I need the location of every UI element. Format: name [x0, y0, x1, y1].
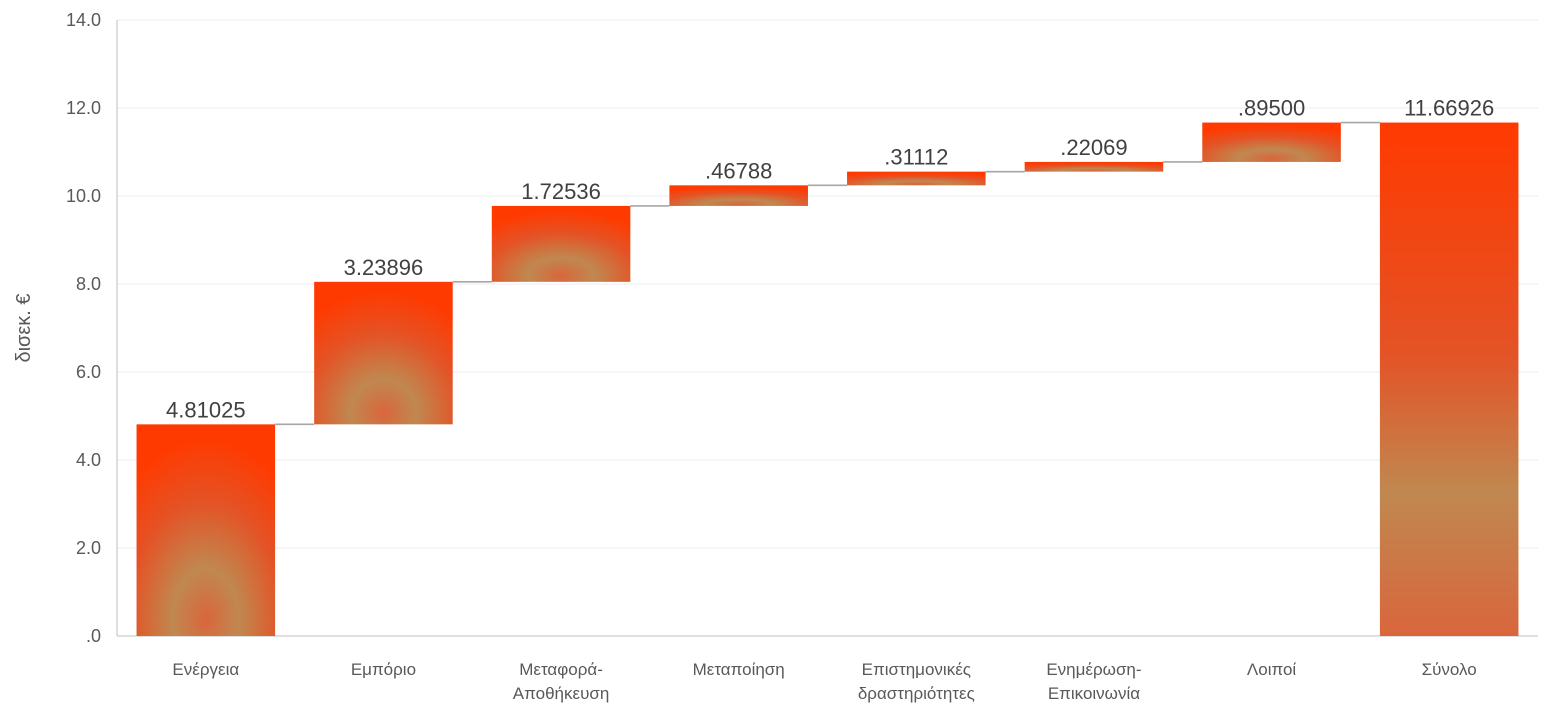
- waterfall-bar: [1202, 122, 1341, 162]
- x-category-label: Ενέργεια: [172, 660, 239, 679]
- y-tick-labels: .0 2.0 4.0 6.0 8.0 10.0 12.0 14.0: [66, 10, 101, 646]
- x-category-label: Επικοινωνία: [1048, 684, 1140, 703]
- data-label: .89500: [1238, 96, 1305, 121]
- data-label: .46788: [705, 158, 772, 183]
- x-category-labels: Ενέργεια Εμπόριο Μεταφορά- Αποθήκευση Μεταπο…: [172, 660, 1476, 703]
- y-tick-label: 14.0: [66, 10, 101, 30]
- bars: [136, 122, 1519, 637]
- x-category-label: Αποθήκευση: [513, 684, 610, 703]
- x-category-label: Μεταποίηση: [693, 660, 785, 679]
- x-category-label: Μεταφορά-: [519, 660, 603, 679]
- axes: [116, 20, 1538, 637]
- data-label: .22069: [1060, 135, 1127, 160]
- x-category-label: Σύνολο: [1422, 660, 1477, 679]
- total-bar: [1379, 122, 1519, 637]
- connectors: [275, 121, 1380, 426]
- waterfall-bar: [491, 205, 631, 282]
- waterfall-bar: [1024, 161, 1164, 172]
- y-axis-title: δισεκ. €: [13, 293, 35, 362]
- y-tick-label: 2.0: [76, 538, 101, 558]
- waterfall-bar: [314, 281, 453, 425]
- waterfall-bar: [136, 424, 276, 636]
- y-tick-label: .0: [86, 626, 101, 646]
- waterfall-bar: [669, 185, 808, 206]
- y-tick-label: 8.0: [76, 274, 101, 294]
- data-label: 11.66926: [1404, 96, 1494, 121]
- y-tick-label: 10.0: [66, 186, 101, 206]
- y-tick-label: 12.0: [66, 98, 101, 118]
- x-category-label: Επιστημονικές: [862, 660, 971, 679]
- x-category-label: δραστηριότητες: [858, 684, 975, 703]
- data-label: 4.81025: [166, 397, 246, 422]
- x-category-label: Ενημέρωση-: [1046, 660, 1141, 679]
- x-category-label: Εμπόριο: [351, 660, 416, 679]
- data-label: 1.72536: [521, 179, 601, 204]
- x-category-label: Λοιποί: [1247, 660, 1297, 679]
- data-label: 3.23896: [344, 255, 424, 280]
- waterfall-bar: [847, 171, 986, 186]
- y-tick-label: 4.0: [76, 450, 101, 470]
- data-label: .31112: [884, 145, 948, 170]
- y-tick-label: 6.0: [76, 362, 101, 382]
- data-labels: 4.81025 3.23896 1.72536 .46788 .31112 .22069.…: [166, 96, 1494, 423]
